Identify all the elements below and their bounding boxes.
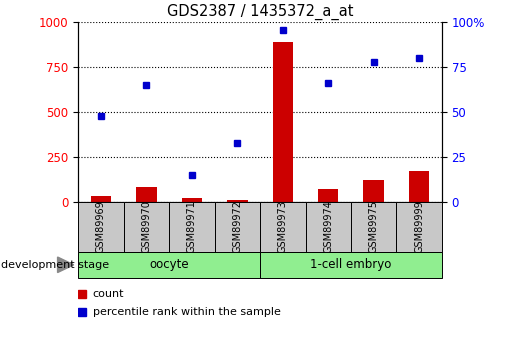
Bar <box>215 202 260 252</box>
Text: GSM89972: GSM89972 <box>232 200 242 253</box>
Text: GSM89971: GSM89971 <box>187 200 197 253</box>
Polygon shape <box>58 257 74 273</box>
Bar <box>91 196 111 202</box>
Bar <box>136 187 157 202</box>
Bar <box>273 42 293 202</box>
Text: GSM89974: GSM89974 <box>323 200 333 253</box>
Bar <box>306 202 351 252</box>
Bar <box>364 180 384 202</box>
Bar <box>124 202 169 252</box>
Bar <box>78 202 124 252</box>
Bar <box>260 202 306 252</box>
Bar <box>318 189 338 202</box>
Bar <box>260 252 442 278</box>
Bar <box>351 202 396 252</box>
Text: GSM89999: GSM89999 <box>414 200 424 253</box>
Bar <box>169 202 215 252</box>
Text: oocyte: oocyte <box>149 258 189 271</box>
Text: development stage: development stage <box>1 260 109 270</box>
Bar <box>409 171 429 202</box>
Bar <box>227 200 247 202</box>
Bar <box>182 198 202 202</box>
Text: GSM89969: GSM89969 <box>96 200 106 253</box>
Text: GSM89975: GSM89975 <box>369 200 379 253</box>
Bar <box>78 252 260 278</box>
Bar <box>396 202 442 252</box>
Text: 1-cell embryo: 1-cell embryo <box>310 258 392 271</box>
Text: GSM89970: GSM89970 <box>141 200 152 253</box>
Title: GDS2387 / 1435372_a_at: GDS2387 / 1435372_a_at <box>167 3 354 20</box>
Text: GSM89973: GSM89973 <box>278 200 288 253</box>
Text: percentile rank within the sample: percentile rank within the sample <box>93 307 281 316</box>
Text: count: count <box>93 289 124 299</box>
